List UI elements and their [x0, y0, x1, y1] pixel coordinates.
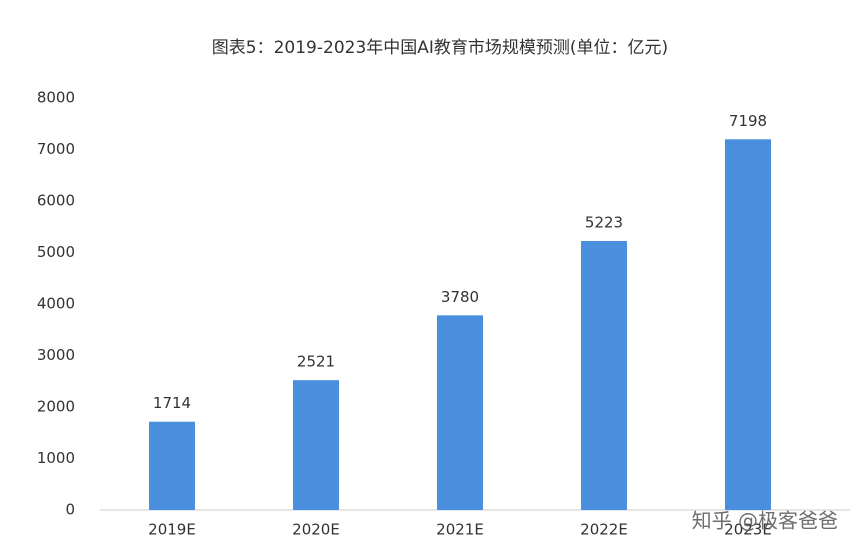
y-tick-label: 5000: [37, 243, 75, 261]
bar: [149, 421, 195, 510]
x-tick-label: 2019E: [148, 521, 196, 539]
bar: [293, 380, 339, 510]
value-label: 5223: [585, 214, 623, 232]
bar: [725, 139, 771, 511]
x-tick-label: 2023E: [724, 521, 772, 539]
x-tick-label: 2021E: [436, 521, 484, 539]
y-tick-label: 1000: [37, 449, 75, 467]
bar: [581, 241, 627, 510]
value-label: 7198: [729, 112, 767, 130]
x-tick-label: 2022E: [580, 521, 628, 539]
y-tick-label: 7000: [37, 140, 75, 158]
y-tick-label: 6000: [37, 192, 75, 210]
y-tick-label: 3000: [37, 346, 75, 364]
watermark: 知乎 @极客爸爸: [692, 509, 838, 533]
value-label: 2521: [297, 353, 335, 371]
value-label: 1714: [153, 394, 191, 412]
chart-title: 图表5：2019-2023年中国AI教育市场规模预测(单位：亿元): [212, 38, 668, 58]
y-tick-label: 8000: [37, 89, 75, 107]
y-tick-label: 0: [65, 501, 75, 519]
bar: [437, 315, 483, 510]
x-tick-label: 2020E: [292, 521, 340, 539]
value-label: 3780: [441, 288, 479, 306]
y-tick-label: 2000: [37, 398, 75, 416]
y-tick-label: 4000: [37, 295, 75, 313]
